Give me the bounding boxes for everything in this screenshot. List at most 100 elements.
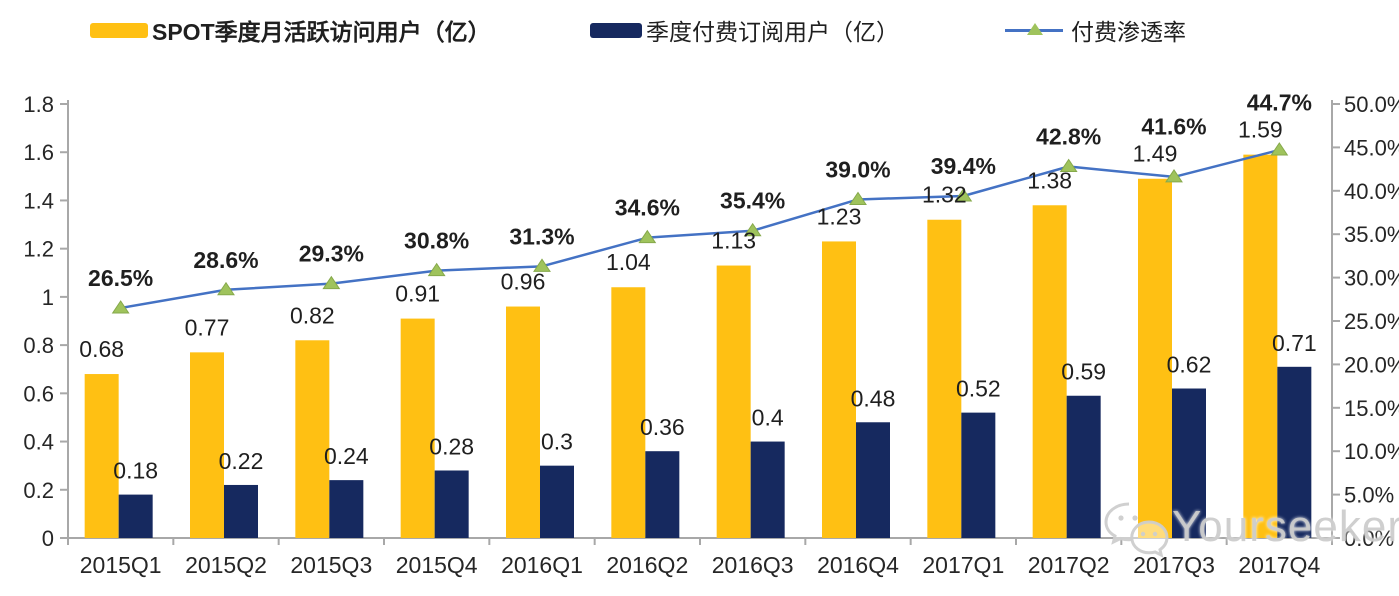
subs-bar-label: 0.36 — [640, 414, 685, 440]
penetration-marker-2016Q3 — [743, 222, 762, 237]
left-axis-tick-label: 0 — [42, 526, 54, 551]
penetration-marker-2015Q2 — [217, 281, 235, 296]
legend-item-subs: 季度付费订阅用户（亿） — [590, 12, 899, 48]
subs-bar-2016Q2 — [645, 451, 680, 538]
penetration-label: 42.8% — [1036, 123, 1101, 149]
left-axis-tick-label: 1.2 — [23, 237, 54, 262]
mau-bar-2015Q2 — [190, 352, 224, 538]
subs-bar-2015Q4 — [434, 470, 469, 538]
mau-bar-2016Q1 — [506, 306, 540, 538]
subs-bar-2015Q1 — [118, 494, 153, 538]
right-axis-tick-label: 25.0% — [1344, 309, 1399, 334]
subs-bar-label: 0.24 — [324, 443, 369, 469]
subs-bar-label: 0.71 — [1272, 330, 1317, 356]
subs-bar-2015Q2 — [224, 484, 258, 538]
x-axis-label: 2015Q3 — [290, 552, 372, 578]
legend-item-rate: 付费渗透率 — [1005, 12, 1186, 48]
rate-line-marker-icon — [1005, 22, 1063, 38]
mau-bar-2016Q3 — [716, 265, 751, 538]
subs-bar-2017Q4 — [1277, 366, 1312, 538]
right-axis-tick-label: 45.0% — [1344, 135, 1399, 160]
subs-bar-2016Q1 — [540, 465, 574, 538]
right-axis-tick-label: 5.0% — [1344, 483, 1394, 508]
right-axis-tick-label: 35.0% — [1344, 222, 1399, 247]
penetration-label: 28.6% — [193, 247, 258, 273]
legend-label-rate: 付费渗透率 — [1071, 19, 1186, 45]
mau-bar-label: 1.04 — [606, 249, 651, 275]
left-axis-tick-label: 1.6 — [23, 140, 54, 165]
mau-bar-label: 0.96 — [501, 269, 546, 295]
penetration-label: 30.8% — [404, 228, 469, 254]
penetration-label: 39.4% — [931, 153, 996, 179]
mau-bar-label: 1.23 — [817, 203, 862, 229]
subs-bar-label: 0.62 — [1167, 352, 1212, 378]
penetration-marker-2016Q4 — [849, 191, 867, 205]
penetration-marker-2015Q1 — [111, 300, 130, 314]
penetration-marker-2017Q2 — [1059, 158, 1078, 172]
penetration-marker-2016Q1 — [533, 258, 551, 272]
penetration-label: 44.7% — [1247, 90, 1312, 116]
mau-bar-2015Q3 — [295, 340, 330, 538]
subs-bar-label: 0.22 — [219, 448, 264, 474]
mau-bar-2017Q1 — [927, 219, 962, 538]
left-axis-tick-label: 0.4 — [23, 430, 54, 455]
x-axis-label: 2016Q3 — [712, 552, 794, 578]
subs-bar-2017Q3 — [1172, 388, 1206, 538]
mau-bar-label: 1.32 — [922, 182, 967, 208]
subs-bar-label: 0.59 — [1061, 359, 1106, 385]
mau-bar-label: 1.59 — [1238, 117, 1283, 143]
legend-item-mau: SPOT季度月活跃访问用户（亿） — [90, 12, 491, 48]
mau-bar-2015Q4 — [400, 318, 435, 538]
mau-bar-label: 1.13 — [711, 228, 756, 254]
legend-label-mau: SPOT季度月活跃访问用户（亿） — [152, 19, 491, 45]
right-axis-tick-label: 0.0% — [1344, 526, 1394, 551]
penetration-marker-2017Q4 — [1270, 142, 1289, 156]
penetration-label: 29.3% — [299, 241, 364, 267]
mau-bar-label: 0.91 — [395, 281, 440, 307]
left-axis-tick-label: 0.8 — [23, 333, 54, 358]
x-axis-label: 2016Q1 — [501, 552, 583, 578]
mau-bar-2015Q1 — [84, 374, 119, 538]
x-axis-label: 2015Q4 — [396, 552, 478, 578]
x-axis-label: 2017Q4 — [1238, 552, 1320, 578]
mau-bar-2016Q2 — [611, 287, 646, 538]
penetration-marker-2017Q1 — [954, 188, 973, 202]
penetration-line — [120, 148, 1280, 310]
x-axis-label: 2015Q1 — [80, 552, 162, 578]
mau-bar-2017Q4 — [1243, 154, 1278, 538]
right-axis-tick-label: 50.0% — [1344, 92, 1399, 117]
x-axis-label: 2015Q2 — [185, 552, 267, 578]
subs-bar-label: 0.48 — [851, 385, 896, 411]
left-axis-tick-label: 1.8 — [23, 92, 54, 117]
subs-bar-2015Q3 — [329, 480, 364, 538]
mau-bar-label: 0.68 — [79, 336, 124, 362]
right-axis-tick-label: 40.0% — [1344, 179, 1399, 204]
subs-bar-2017Q1 — [961, 412, 996, 538]
penetration-label: 35.4% — [720, 188, 785, 214]
penetration-marker-2015Q3 — [322, 275, 341, 290]
x-axis-label: 2017Q3 — [1133, 552, 1215, 578]
subs-bar-2017Q2 — [1066, 395, 1101, 538]
penetration-label: 26.5% — [88, 265, 153, 291]
subs-bar-2016Q4 — [856, 422, 890, 538]
subs-bar-label: 0.18 — [113, 458, 158, 484]
penetration-label: 39.0% — [825, 156, 890, 182]
mau-bar-2017Q3 — [1138, 178, 1172, 538]
x-axis-label: 2017Q2 — [1028, 552, 1110, 578]
subs-bar-label: 0.28 — [429, 433, 474, 459]
right-axis-tick-label: 30.0% — [1344, 266, 1399, 291]
penetration-marker-2015Q4 — [427, 262, 446, 277]
subs-bar-2016Q3 — [750, 441, 785, 538]
left-axis-tick-label: 1 — [42, 285, 54, 310]
x-axis-label: 2017Q1 — [922, 552, 1004, 578]
left-axis-tick-label: 0.6 — [23, 381, 54, 406]
penetration-label: 41.6% — [1141, 114, 1206, 140]
penetration-marker-2017Q3 — [1165, 169, 1183, 183]
mau-bar-label: 0.77 — [185, 314, 230, 340]
mau-bar-label: 0.82 — [290, 302, 335, 328]
penetration-label: 31.3% — [509, 223, 574, 249]
mau-bar-label: 1.49 — [1133, 141, 1178, 167]
subs-swatch-icon — [590, 22, 642, 38]
